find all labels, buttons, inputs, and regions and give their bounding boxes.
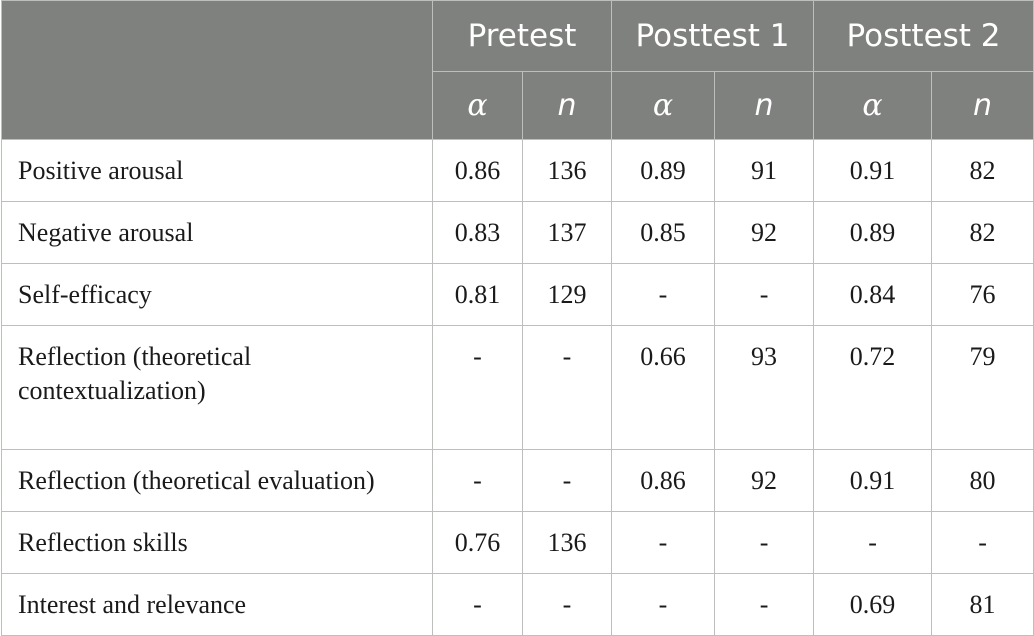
cell-value: 82 [931,139,1034,202]
cell-value: - [432,449,523,512]
cell-value: - [931,511,1034,574]
row-label: Reflection (theoretical evaluation) [1,449,433,512]
table-row: Reflection skills 0.76 136 - - - - [1,511,1034,574]
table-row: Reflection (theoretical evaluation) - - … [1,449,1034,512]
cell-value: 0.86 [611,449,716,512]
table-row: Negative arousal 0.83 137 0.85 92 0.89 8… [1,201,1034,264]
cell-value: 0.91 [813,449,933,512]
cell-value: 129 [521,263,613,326]
cell-value: 92 [714,201,815,264]
cell-value: - [611,263,716,326]
cell-value: 0.81 [432,263,523,326]
header-group-posttest-2: Posttest 2 [813,0,1034,72]
cell-value: 0.69 [813,573,933,636]
header-n: n [931,71,1034,140]
header-sub-row: α n α n α n [2,71,1034,140]
table-row: Positive arousal 0.86 136 0.89 91 0.91 8… [1,139,1034,202]
header-group-pretest: Pretest [431,0,613,72]
cell-value: 0.66 [611,325,716,450]
cell-value: 136 [521,139,613,202]
cell-value: 137 [521,201,613,264]
cell-value: 0.83 [432,201,523,264]
header-group-posttest-1: Posttest 1 [611,0,815,72]
cell-value: 0.86 [432,139,523,202]
header-alpha: α [611,71,716,140]
cell-value: 81 [931,573,1034,636]
cell-value: 92 [714,449,815,512]
cell-value: - [611,511,716,574]
header-alpha: α [432,71,523,140]
cell-value: 91 [714,139,815,202]
header-alpha: α [813,71,933,140]
table-row: Self-efficacy 0.81 129 - - 0.84 76 [1,263,1034,326]
cell-value: 80 [931,449,1034,512]
cell-value: 0.89 [813,201,933,264]
row-label: Reflection (theoretical contextualizatio… [1,325,433,450]
cell-value: 0.85 [611,201,716,264]
cell-value: 93 [714,325,815,450]
cell-value: 0.72 [813,325,933,450]
header-corner-cell [1,0,433,140]
cell-value: 136 [521,511,613,574]
row-label: Interest and relevance [1,573,433,636]
header-group-row: Pretest Posttest 1 Posttest 2 [1,0,1034,140]
cell-value: - [611,573,716,636]
row-label: Negative arousal [1,201,433,264]
row-label: Self-efficacy [1,263,433,326]
cell-value: 0.84 [813,263,933,326]
table-row: Reflection (theoretical contextualizatio… [1,325,1034,450]
cell-value: - [521,325,613,450]
cell-value: - [432,325,523,450]
cell-value: 0.89 [611,139,716,202]
cell-value: 0.76 [432,511,523,574]
cell-value: 82 [931,201,1034,264]
cell-value: - [521,449,613,512]
cell-value: 76 [931,263,1034,326]
cell-value: - [714,511,815,574]
cell-value: - [813,511,933,574]
header-n: n [714,71,815,140]
cell-value: - [714,573,815,636]
header-n: n [521,71,613,140]
cell-value: 79 [931,325,1034,450]
cell-value: - [714,263,815,326]
cell-value: 0.91 [813,139,933,202]
table-row: Interest and relevance - - - - 0.69 81 [1,573,1034,636]
row-label: Reflection skills [1,511,433,574]
cell-value: - [432,573,523,636]
cell-value: - [521,573,613,636]
row-label: Positive arousal [1,139,433,202]
